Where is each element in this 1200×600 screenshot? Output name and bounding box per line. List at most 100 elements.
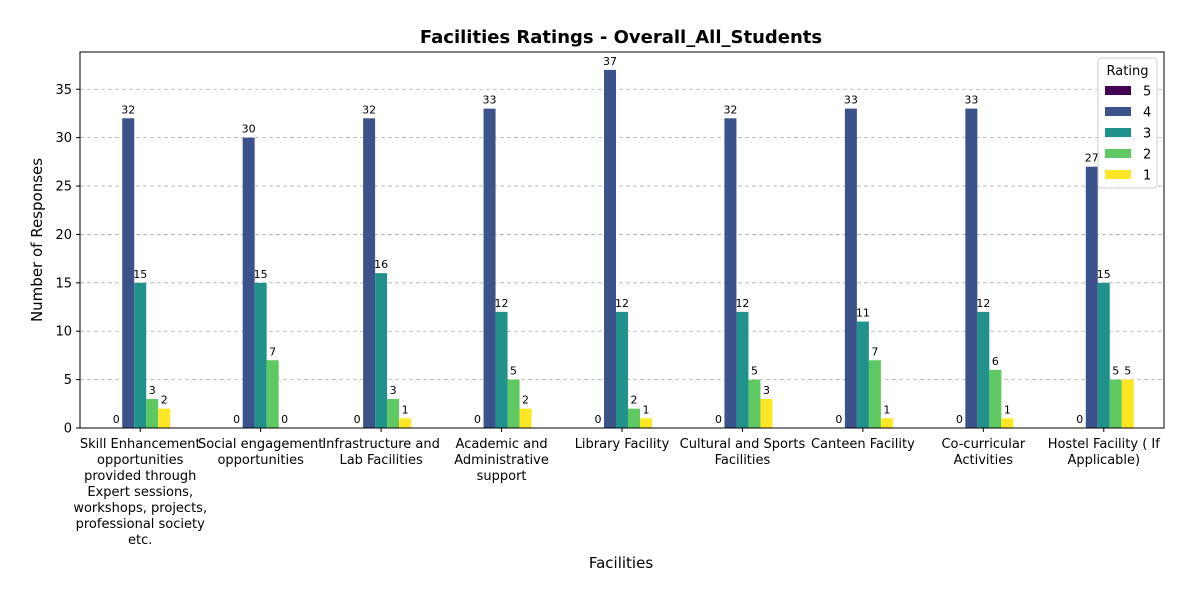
bar (628, 408, 640, 428)
data-label: 15 (1097, 268, 1111, 281)
y-axis-ticks: 0 5 10 15 20 25 30 35 (55, 83, 80, 437)
bar (1085, 166, 1098, 428)
legend-entry-label: 4 (1143, 106, 1151, 121)
x-tick-label: Library Facility (575, 437, 670, 452)
bar (387, 398, 400, 428)
data-label: 0 (474, 413, 481, 426)
data-label: 30 (242, 123, 256, 136)
legend-swatch (1105, 170, 1131, 179)
y-axis-label: Number of Responses (28, 158, 46, 322)
data-label: 32 (121, 103, 135, 116)
data-label: 3 (390, 384, 397, 397)
legend-swatch (1105, 86, 1131, 95)
x-tick-label: Skill Enhancement opportunities provided t… (73, 437, 207, 548)
bar (266, 360, 279, 428)
data-label: 0 (233, 413, 240, 426)
legend-entry-label: 3 (1143, 127, 1151, 142)
data-label: 3 (149, 384, 156, 397)
data-label: 37 (603, 55, 617, 68)
x-tick-label: Co-curricular Activities (941, 437, 1025, 468)
data-label: 0 (113, 413, 120, 426)
chart-title: Facilities Ratings - Overall_All_Student… (420, 27, 822, 48)
y-tick-label: 5 (64, 373, 72, 388)
data-label: 32 (723, 103, 737, 116)
y-tick-label: 0 (64, 422, 72, 437)
data-label: 5 (1124, 365, 1131, 378)
bar (616, 311, 628, 428)
bar (640, 418, 652, 428)
x-tick-label: Cultural and Sports Facilities (680, 437, 806, 468)
x-tick-label: Academic and Administrative support (454, 437, 549, 484)
bar (483, 108, 496, 428)
bar (748, 379, 761, 428)
legend-swatch (1105, 128, 1131, 137)
bar (880, 418, 893, 428)
y-tick-label: 25 (55, 180, 72, 195)
bar (363, 118, 376, 428)
legend-swatch (1105, 149, 1131, 158)
bar (1097, 282, 1110, 428)
x-tick-label: Canteen Facility (811, 437, 915, 452)
data-label: 32 (362, 103, 376, 116)
data-label: 33 (483, 94, 497, 107)
bar (724, 118, 737, 428)
data-label: 6 (992, 355, 999, 368)
bar (1121, 379, 1134, 428)
data-label: 12 (615, 297, 629, 310)
data-label: 5 (1112, 365, 1119, 378)
bar (965, 108, 978, 428)
data-label: 0 (956, 413, 963, 426)
bar (122, 118, 135, 428)
data-label: 0 (715, 413, 722, 426)
data-label: 33 (844, 94, 858, 107)
y-tick-label: 30 (55, 131, 72, 146)
data-label: 12 (976, 297, 990, 310)
data-label: 7 (871, 345, 878, 358)
x-tick-label: Infrastructure and Lab Facilities (322, 437, 440, 468)
bar (736, 311, 749, 428)
legend-entry-label: 5 (1143, 85, 1151, 100)
legend-entry-label: 2 (1143, 148, 1151, 163)
bar (495, 311, 508, 428)
data-label: 1 (1004, 403, 1011, 416)
bar (399, 418, 412, 428)
bar (989, 369, 1002, 428)
bar (856, 321, 869, 428)
data-label: 5 (751, 365, 758, 378)
y-tick-label: 10 (55, 325, 72, 340)
legend-swatch (1105, 107, 1131, 116)
x-tick-label: Hostel Facility ( If Applicable) (1048, 437, 1161, 468)
bar (977, 311, 990, 428)
data-label: 33 (964, 94, 978, 107)
data-label: 0 (281, 413, 288, 426)
data-label: 2 (522, 394, 529, 407)
data-label: 11 (856, 307, 870, 320)
data-label: 15 (254, 268, 268, 281)
x-tick-label: Social engagement opportunities (198, 437, 323, 468)
bar (604, 69, 616, 429)
data-label: 12 (495, 297, 509, 310)
y-tick-label: 20 (55, 228, 72, 243)
bar (134, 282, 147, 428)
data-label: 2 (161, 394, 168, 407)
data-label: 27 (1085, 152, 1099, 165)
data-label: 3 (763, 384, 770, 397)
data-label: 16 (374, 258, 388, 271)
data-label: 0 (1076, 413, 1083, 426)
legend: Rating 5 4 3 2 1 (1097, 57, 1158, 189)
bar (254, 282, 267, 428)
bar (868, 360, 881, 428)
y-tick-label: 15 (55, 276, 72, 291)
data-label: 1 (883, 403, 890, 416)
bar (519, 408, 532, 428)
data-label: 0 (595, 413, 602, 426)
legend-entry-label: 1 (1143, 169, 1151, 184)
data-label: 0 (354, 413, 361, 426)
legend-title: Rating (1107, 64, 1149, 79)
bar (844, 108, 857, 428)
x-axis-label: Facilities (589, 554, 653, 572)
data-label: 15 (133, 268, 147, 281)
data-label: 0 (835, 413, 842, 426)
